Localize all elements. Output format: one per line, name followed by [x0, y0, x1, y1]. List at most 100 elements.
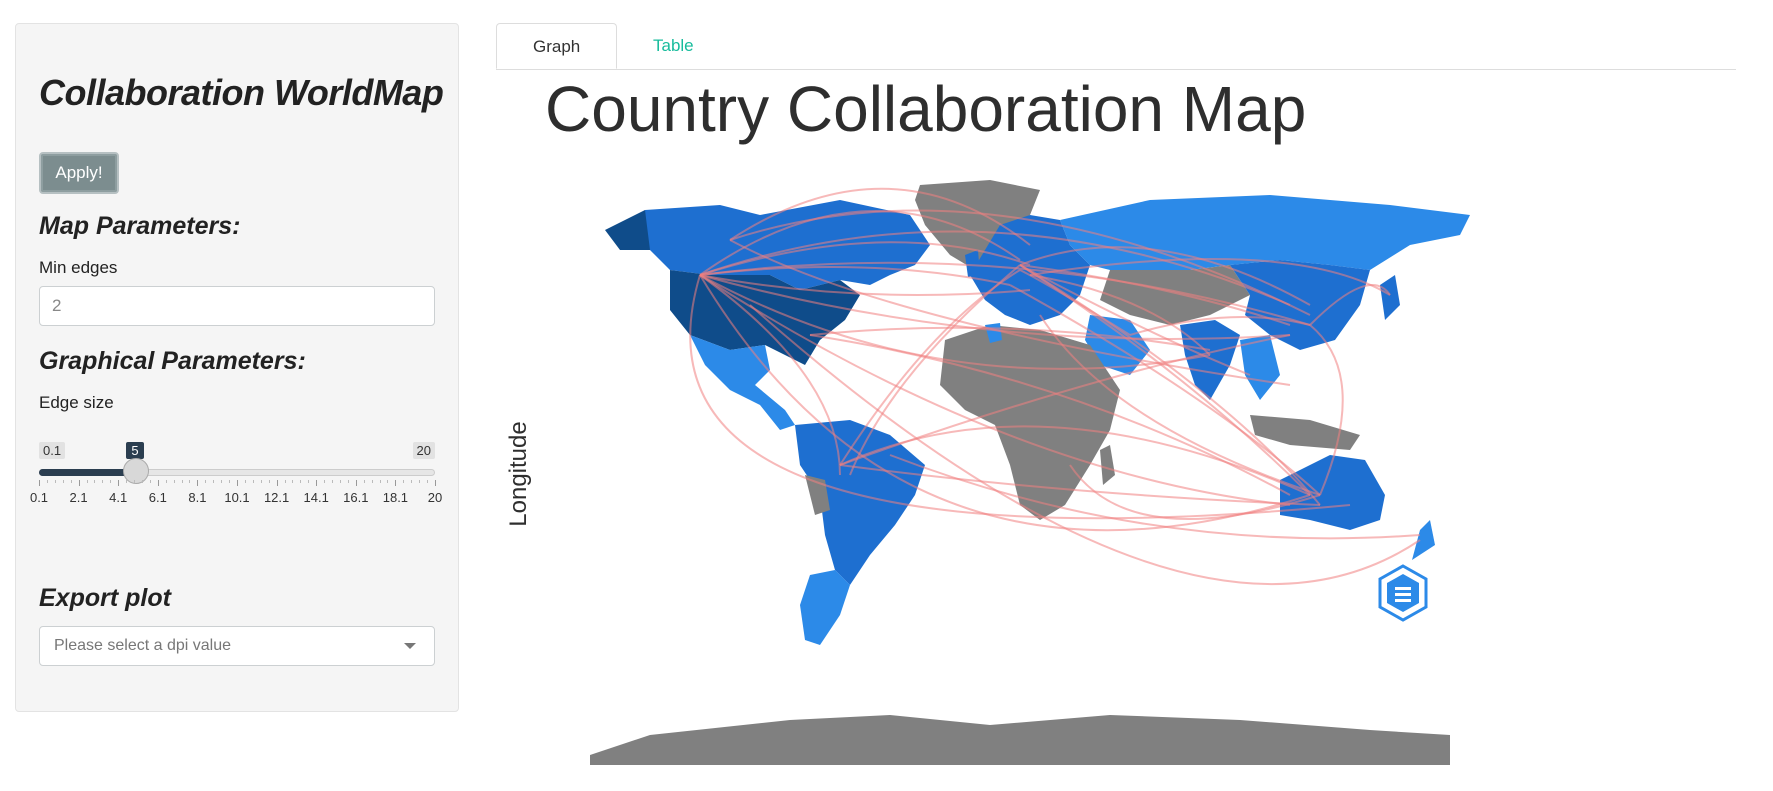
edge [1019, 264, 1321, 506]
y-axis-label: Longitude [505, 421, 532, 527]
apply-button[interactable]: Apply! [39, 152, 119, 194]
slider-minor-tick [86, 480, 88, 483]
country-madagascar [1100, 445, 1115, 485]
min-edges-input[interactable] [39, 286, 435, 326]
country-argentina [800, 570, 850, 645]
slider-minor-tick [403, 480, 405, 483]
country-new-zealand [1412, 520, 1435, 560]
slider-tick-label: 16.1 [343, 490, 369, 505]
edge [839, 464, 1321, 506]
slider-minor-tick [110, 480, 112, 483]
slider-major-tick [395, 480, 397, 486]
collaboration-edges [689, 187, 1421, 586]
slider-handle[interactable] [123, 458, 150, 484]
slider-minor-tick [46, 480, 48, 483]
slider-tick-label: 12.1 [263, 490, 290, 505]
slider-minor-tick [252, 480, 254, 483]
slider-tick-label: 8.1 [188, 490, 207, 505]
edge [699, 274, 1211, 370]
slider-minor-tick [371, 480, 373, 483]
slider-fill [39, 469, 137, 476]
slider-major-tick [197, 480, 199, 486]
slider-major-tick [276, 480, 278, 486]
sidebar-panel: Collaboration WorldMap Apply! Map Parame… [15, 23, 459, 712]
edge [1309, 324, 1344, 496]
country-australia [1280, 455, 1385, 530]
edge [699, 274, 1291, 506]
edge [749, 304, 1421, 586]
slider-major-tick [39, 480, 40, 486]
slider-minor-tick [149, 480, 151, 483]
slider-minor-tick [308, 480, 310, 483]
edge-size-slider[interactable]: 0.1 5 20 0.1 2.1 4.1 6.1 8.1 10.1 12.1 14.1 16.1… [30, 420, 442, 505]
slider-minor-tick [126, 480, 128, 483]
tab-graph[interactable]: Graph [496, 23, 617, 69]
slider-minor-tick [62, 480, 64, 483]
slider-minor-tick [165, 480, 167, 483]
slider-tick-label: 0.1 [29, 490, 49, 505]
country-greenland [915, 180, 1040, 270]
edge [1019, 264, 1251, 376]
slider-minor-tick [268, 480, 270, 483]
slider-minor-tick [363, 480, 365, 483]
edge [699, 274, 841, 476]
slider-minor-tick [387, 480, 389, 483]
dpi-select-placeholder: Please select a dpi value [54, 637, 231, 654]
country-central-asia [1100, 265, 1250, 325]
slider-tick-label: 6.1 [148, 490, 167, 505]
edge [1069, 464, 1321, 520]
bibliometrix-hexagon-logo [1378, 564, 1428, 622]
slider-minor-tick [427, 480, 429, 483]
slider-minor-tick [347, 480, 349, 483]
slider-tick-label: 14.1 [303, 490, 329, 505]
edge [729, 187, 1031, 246]
slider-minor-tick [181, 480, 183, 483]
edge [1019, 269, 1131, 336]
map-parameters-heading: Map Parameters: [39, 212, 241, 240]
slider-minor-tick [229, 480, 231, 483]
edge [1009, 284, 1321, 496]
slider-major-tick [78, 480, 80, 486]
slider-minor-tick [379, 480, 381, 483]
slider-minor-tick [213, 480, 215, 483]
country-brazil [795, 420, 925, 585]
country-uk [965, 250, 980, 277]
slider-minor-tick [332, 480, 334, 483]
slider-ticks [39, 480, 436, 490]
slider-minor-tick [260, 480, 262, 483]
country-antarctica [590, 715, 1450, 765]
country-alaska [605, 210, 650, 250]
country-saudi [1085, 315, 1150, 375]
slider-minor-tick [324, 480, 326, 483]
slider-minor-tick [244, 480, 246, 483]
slider-value-label: 5 [126, 442, 144, 459]
slider-minor-tick [292, 480, 294, 483]
chevron-down-icon [404, 643, 416, 649]
dpi-select[interactable]: Please select a dpi value [39, 626, 435, 666]
sidebar-title: Collaboration WorldMap [39, 72, 444, 113]
slider-major-tick [355, 480, 357, 486]
slider-minor-tick [284, 480, 286, 483]
edge [699, 241, 1031, 276]
edge [839, 334, 1291, 466]
slider-minor-tick [300, 480, 302, 483]
slider-minor-tick [419, 480, 421, 483]
slider-minor-tick [70, 480, 72, 483]
min-edges-label: Min edges [39, 258, 118, 277]
edge [699, 230, 1291, 306]
tab-table[interactable]: Table [653, 36, 694, 55]
slider-min-label: 0.1 [39, 442, 66, 459]
edge [699, 274, 1311, 532]
country-japan [1380, 275, 1400, 320]
slider-major-tick [435, 480, 436, 486]
slider-minor-tick [94, 480, 96, 483]
slider-tick-label: 20 [427, 490, 443, 505]
slider-minor-tick [411, 480, 413, 483]
slider-tick-label: 18.1 [382, 490, 409, 505]
slider-tick-labels: 0.1 2.1 4.1 6.1 8.1 10.1 12.1 14.1 16.1 18.1 20 [30, 490, 442, 506]
country-se-asia [1240, 335, 1280, 400]
edge [809, 334, 1291, 496]
slider-tick-label: 2.1 [69, 490, 88, 505]
slider-minor-tick [54, 480, 56, 483]
slider-max-label: 20 [412, 442, 435, 459]
